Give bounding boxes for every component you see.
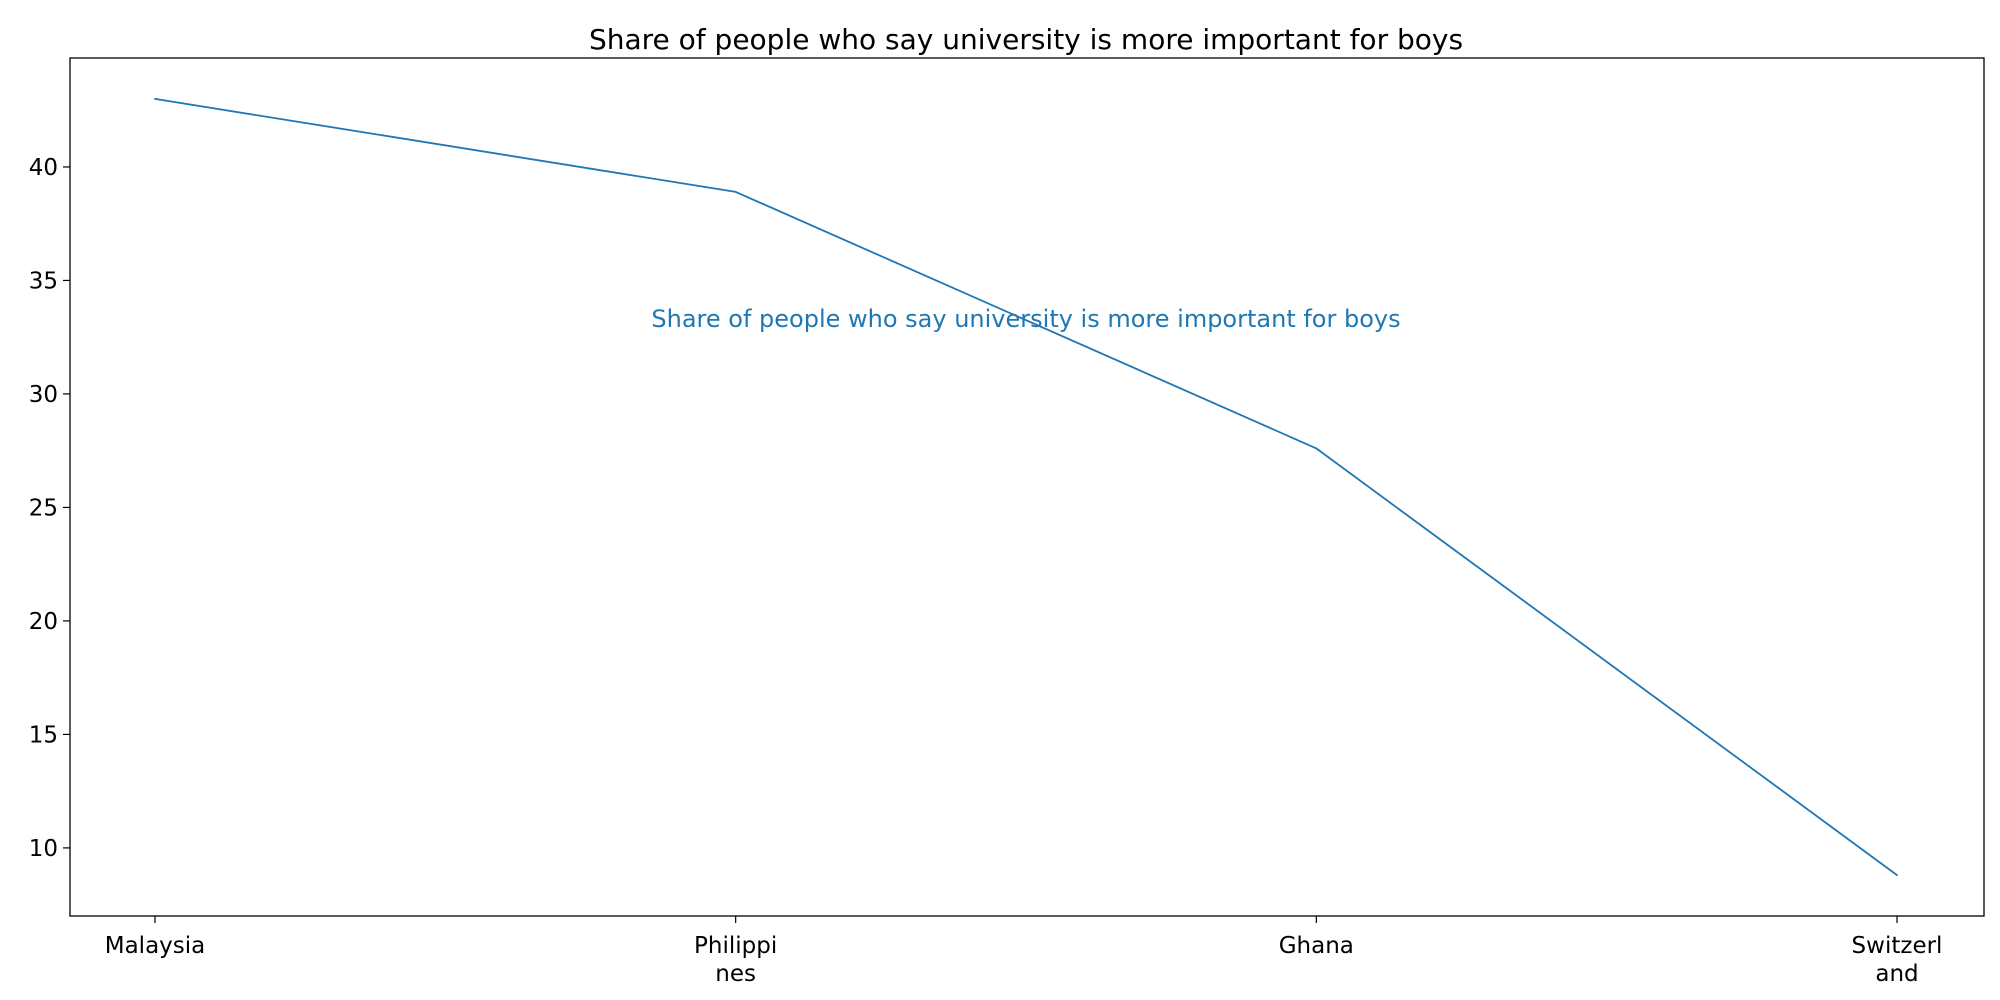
series-label: Share of people who say university is mo… (651, 305, 1400, 333)
series-line (154, 98, 1898, 876)
y-axis: 10 15 20 25 30 35 40 (29, 155, 70, 862)
y-tick-label: 25 (29, 495, 58, 521)
y-tick-label: 10 (29, 836, 58, 862)
x-tick-label: Philippi nes (694, 933, 777, 987)
data-point (154, 97, 156, 100)
y-tick-label: 40 (29, 155, 58, 181)
x-axis: Malaysia Philippi nes Ghana Switzerl and (105, 916, 1943, 987)
y-tick-label: 30 (29, 382, 58, 408)
data-point (1315, 447, 1318, 450)
x-tick-label: Ghana (1279, 933, 1354, 959)
data-point (734, 191, 737, 193)
y-tick-label: 15 (29, 722, 58, 748)
y-tick-label: 35 (29, 268, 58, 294)
chart-title: Share of people who say university is mo… (589, 23, 1463, 56)
data-point (1896, 874, 1898, 877)
plot-area (69, 57, 1985, 917)
series-layer (154, 97, 1898, 877)
x-tick-label: Switzerl and (1852, 933, 1943, 987)
x-tick-label: Malaysia (105, 933, 206, 959)
y-tick-label: 20 (29, 609, 58, 635)
